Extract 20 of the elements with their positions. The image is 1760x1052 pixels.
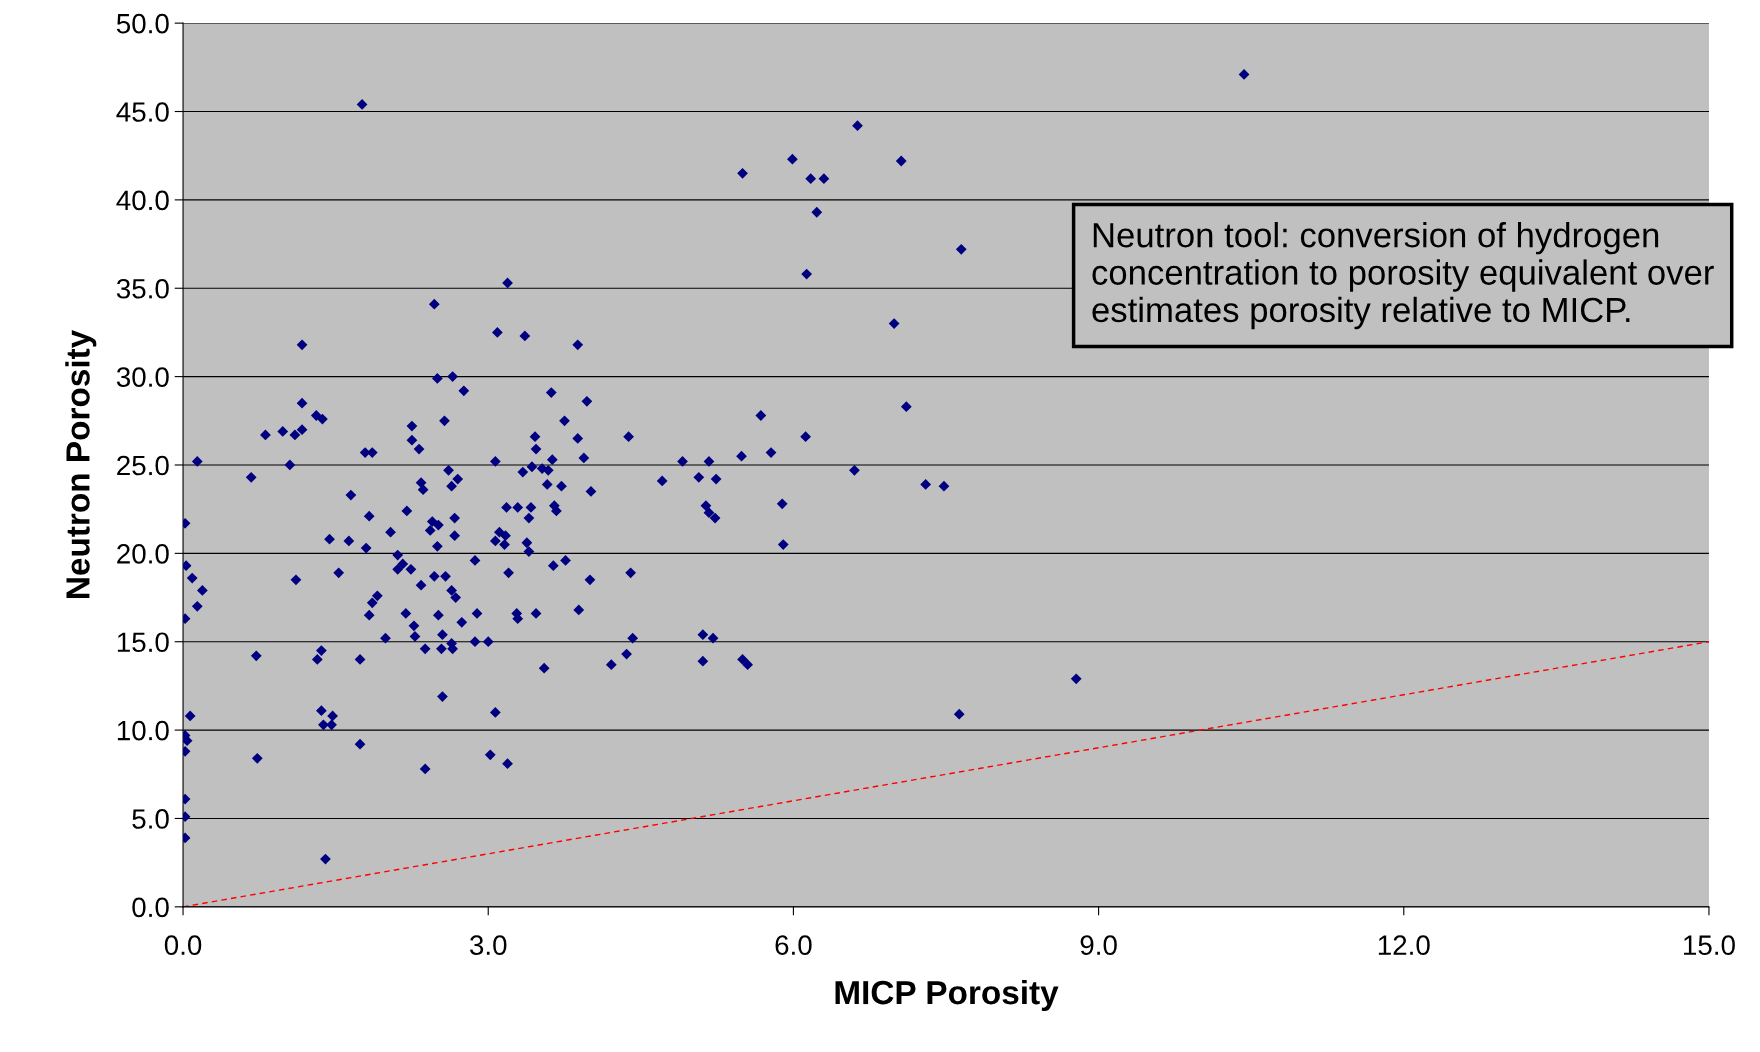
y-tick-label: 25.0: [117, 455, 169, 476]
y-tick-label: 5.0: [132, 809, 169, 829]
x-tick-label: 9.0: [1080, 935, 1117, 956]
y-axis-title: Neutron Porosity: [65, 329, 97, 598]
y-tick-label: 50.0: [116, 13, 169, 34]
x-tick-label: 0.0: [164, 935, 202, 956]
x-tick-label: 3.0: [469, 935, 507, 956]
y-tick-label: 0.0: [132, 897, 169, 918]
x-tick-label: 6.0: [775, 935, 812, 956]
x-tick-label: 15.0: [1684, 935, 1735, 956]
y-tick-label: 10.0: [117, 720, 169, 741]
annotation: Neutron tool: conversion of hydrogen concentration to porosity equivalent over estimates porosity relative to MICP.: [1092, 221, 1714, 330]
y-tick-label: 40.0: [116, 190, 169, 211]
x-tick-label: 12.0: [1378, 935, 1430, 956]
x-axis-title: MICP Porosity: [835, 979, 1059, 1012]
y-tick-label: 15.0: [117, 632, 169, 653]
y-tick-label: 20.0: [117, 544, 169, 564]
y-tick-label: 45.0: [116, 102, 169, 122]
y-tick-label: 30.0: [116, 367, 169, 387]
y-tick-label: 35.0: [116, 278, 169, 299]
